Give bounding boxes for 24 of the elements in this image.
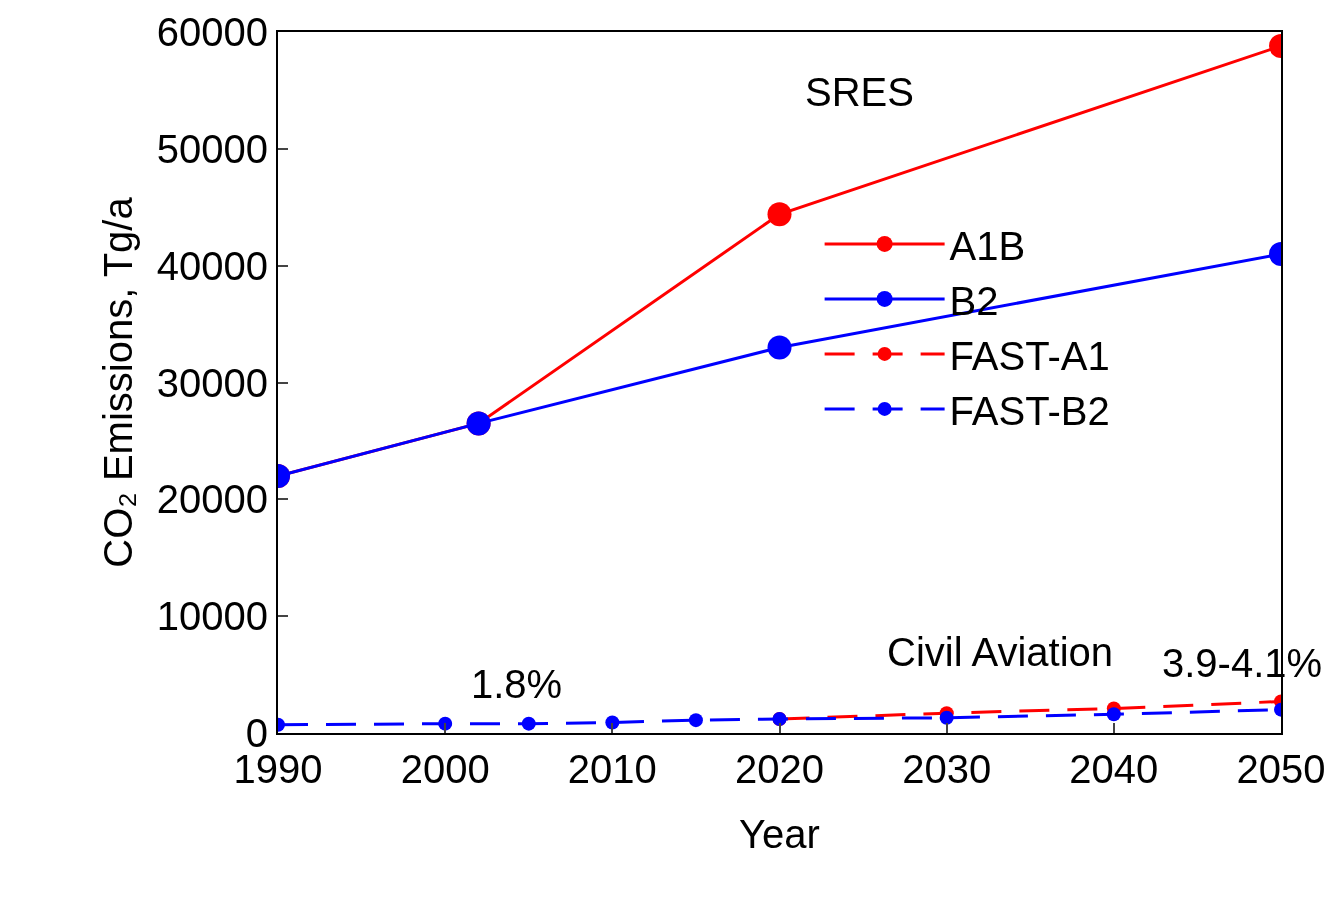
x-tick-label: 2000	[400, 747, 490, 791]
y-tick-label: 50000	[156, 126, 268, 171]
point	[688, 713, 703, 728]
legend-label: A1B	[949, 223, 1026, 268]
y-tick-label: 60000	[156, 10, 268, 54]
point	[521, 716, 536, 731]
x-tick-label: 2010	[567, 747, 657, 791]
x-tick-label: 2040	[1069, 747, 1159, 791]
y-tick-label: 30000	[156, 360, 268, 405]
x-tick-label: 2030	[902, 747, 992, 791]
x-tick-label: 2050	[1236, 747, 1326, 791]
point	[939, 710, 954, 725]
x-tick-label: 2020	[735, 747, 824, 791]
y-tick-label: 40000	[156, 243, 268, 288]
legend-label: FAST-A1	[949, 333, 1110, 378]
legend-label: FAST-B2	[949, 388, 1110, 433]
annotation: Civil Aviation	[887, 630, 1114, 674]
x-axis-title: Year	[739, 812, 820, 856]
y-tick-label: 20000	[156, 477, 268, 522]
y-axis-title: CO₂ Emissions, Tg/a	[95, 196, 140, 568]
y-tick-label: 10000	[156, 594, 268, 639]
point	[1106, 707, 1121, 722]
annotation: 1.8%	[471, 662, 563, 706]
annotation: SRES	[805, 70, 914, 114]
